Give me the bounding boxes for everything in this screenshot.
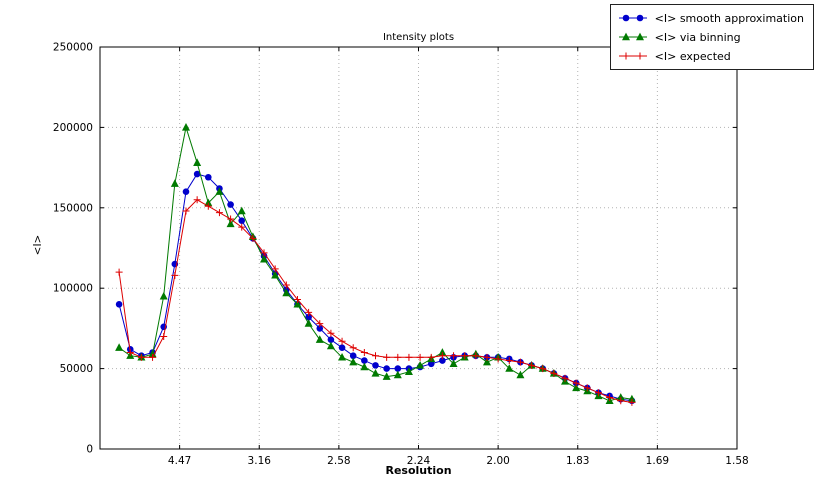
svg-text:4.47: 4.47 (168, 455, 191, 467)
legend-line-triangle-icon (618, 32, 647, 41)
svg-text:1.69: 1.69 (646, 455, 669, 467)
legend-label: <I> expected (654, 49, 731, 63)
plot-title: Intensity plots (382, 32, 455, 43)
legend-line-circle-icon (618, 14, 647, 22)
svg-text:1.58: 1.58 (725, 455, 748, 467)
legend-line-plus-icon (618, 52, 647, 60)
svg-text:100000: 100000 (53, 283, 93, 295)
y-axis-label: <I> (32, 234, 44, 256)
svg-text:50000: 50000 (60, 363, 93, 375)
legend-item-expected: <I> expected (617, 47, 804, 65)
legend-item-via-binning: <I> via binning (617, 28, 804, 46)
svg-text:1.83: 1.83 (566, 455, 589, 467)
svg-text:0: 0 (86, 444, 93, 456)
x-axis-label: Resolution (385, 464, 452, 477)
legend: <I> smooth approximation <I> via binning… (609, 4, 814, 70)
svg-text:200000: 200000 (53, 122, 93, 134)
svg-text:250000: 250000 (53, 42, 93, 54)
svg-text:3.16: 3.16 (248, 455, 272, 467)
legend-item-smooth-approximation: <I> smooth approximation (617, 9, 804, 27)
svg-text:2.58: 2.58 (327, 455, 350, 467)
svg-text:150000: 150000 (53, 202, 93, 214)
legend-label: <I> smooth approximation (654, 11, 804, 25)
legend-label: <I> via binning (654, 30, 741, 44)
svg-text:2.00: 2.00 (486, 455, 509, 467)
svg-text:2.24: 2.24 (407, 455, 431, 467)
